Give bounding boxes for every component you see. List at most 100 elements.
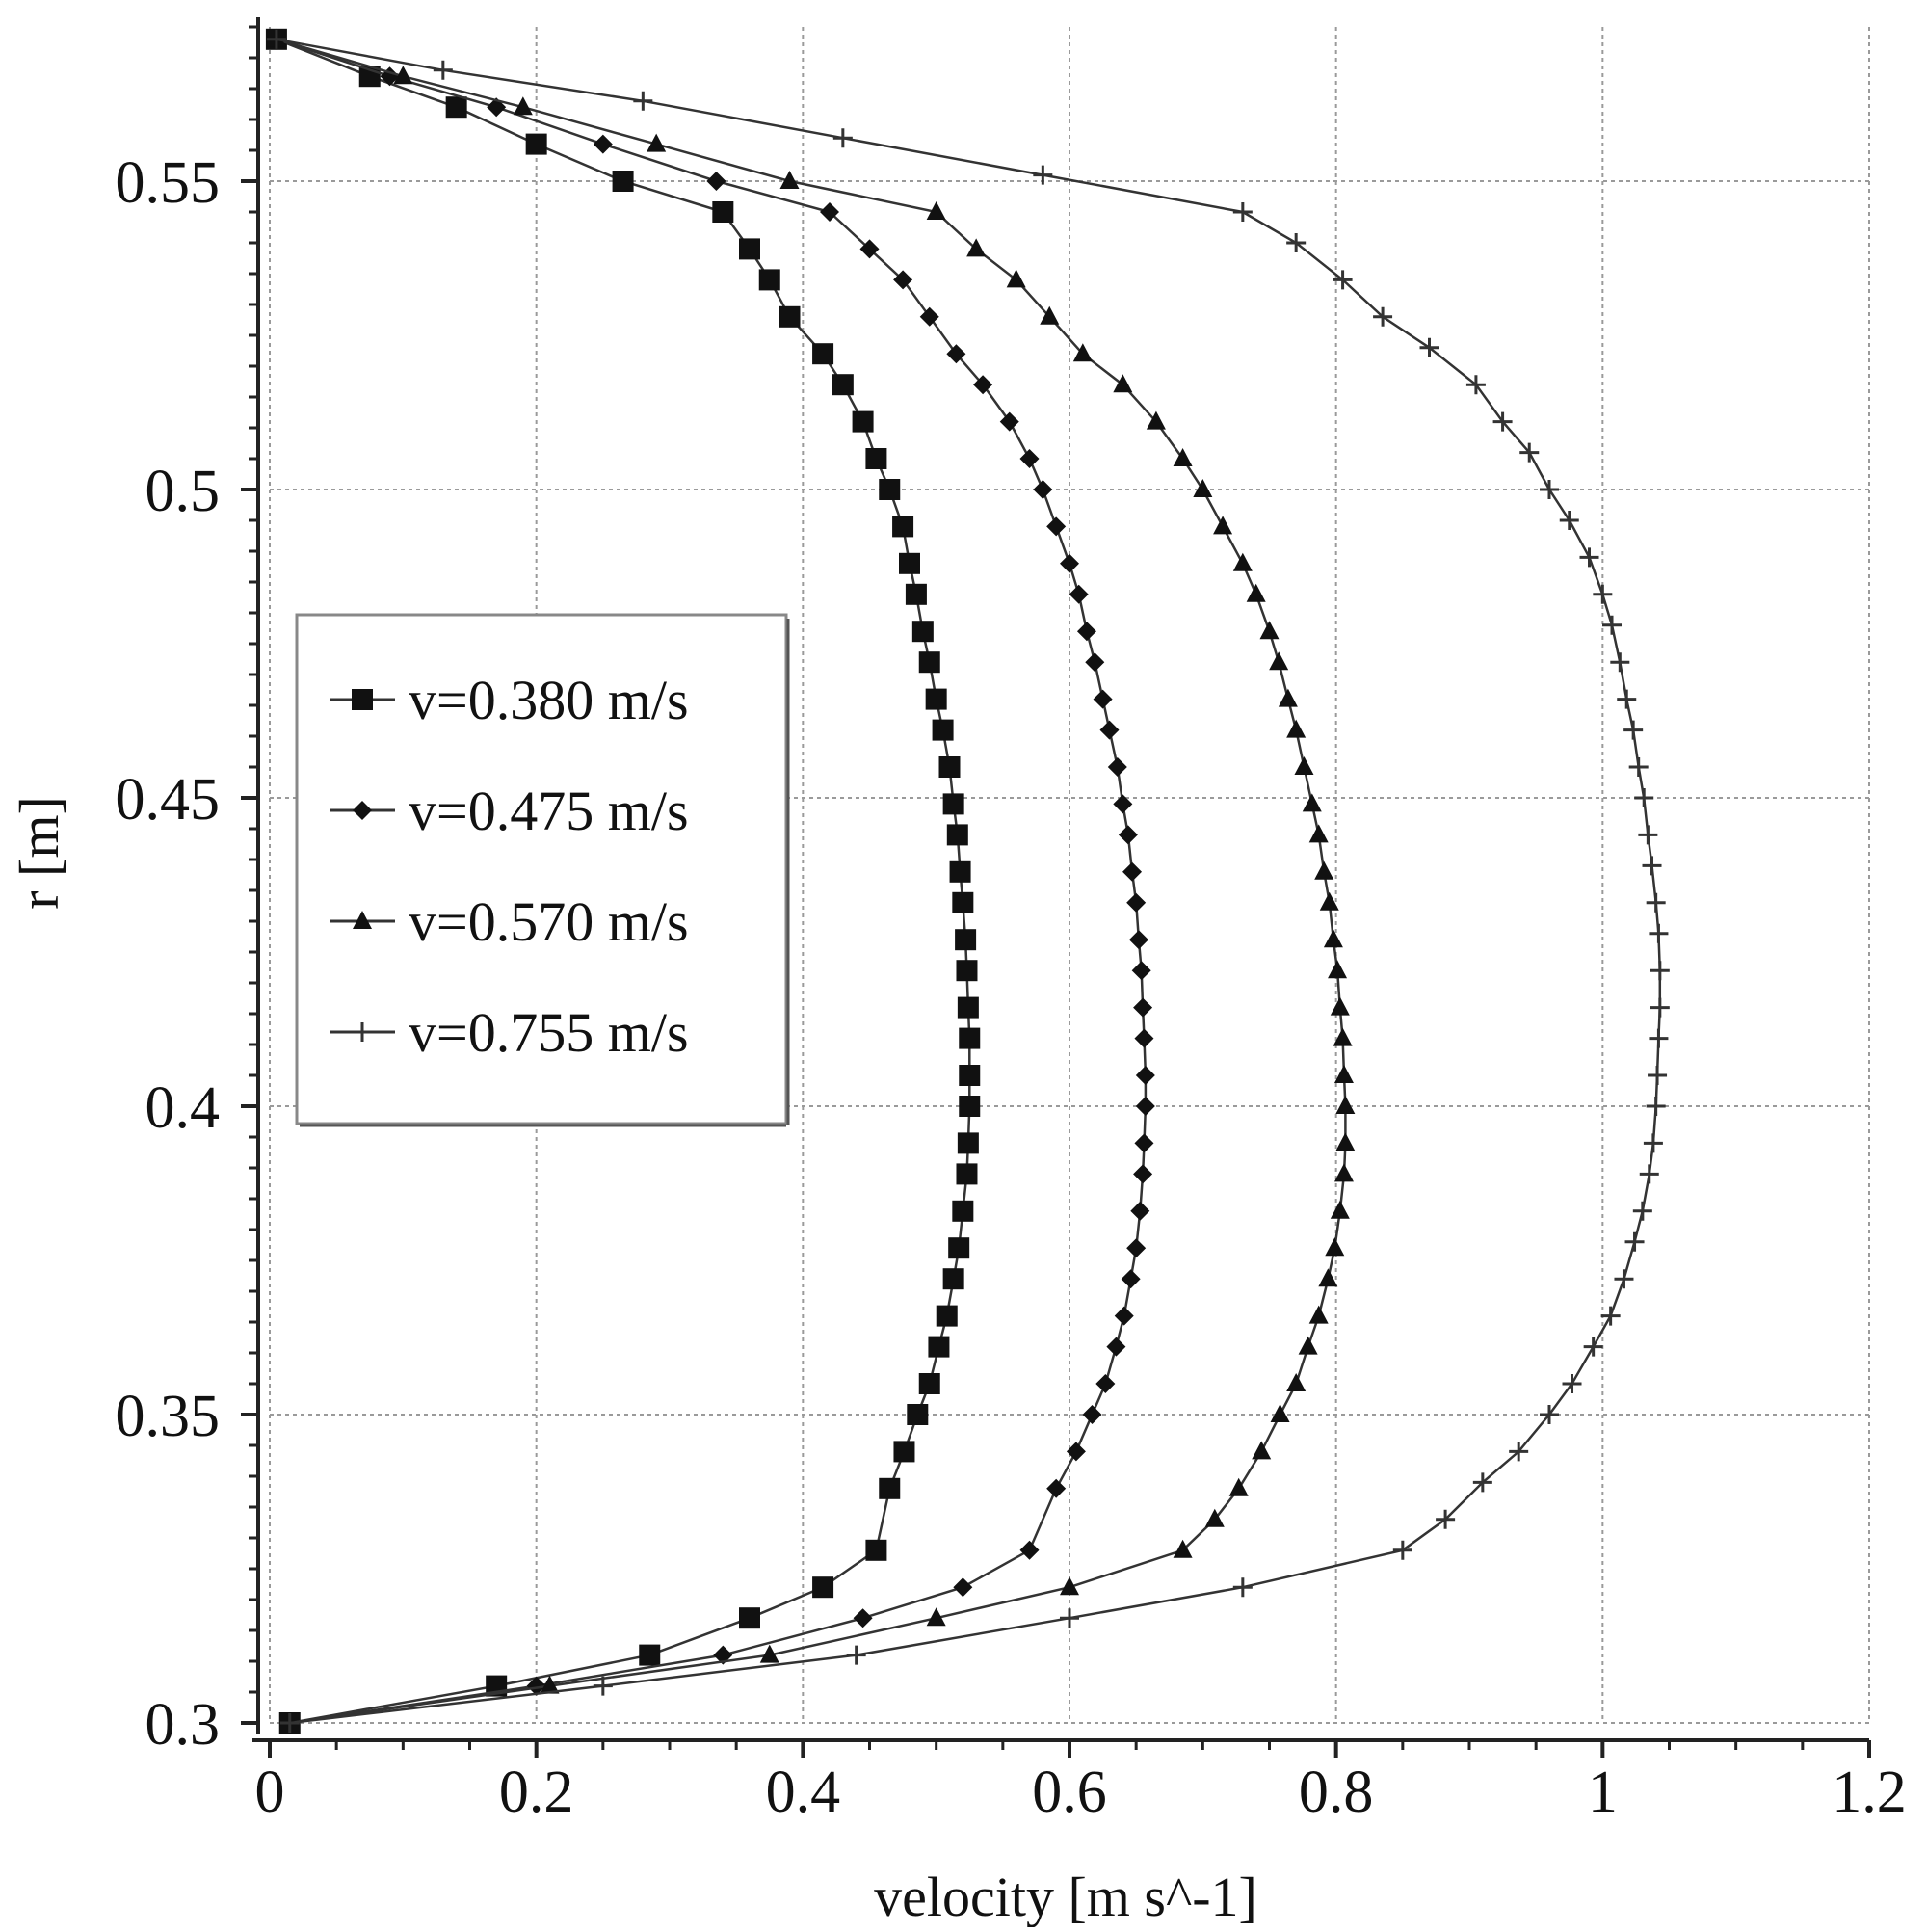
data-point-triangle — [1314, 860, 1334, 880]
data-point-square — [612, 171, 634, 192]
data-point-triangle — [1335, 1096, 1356, 1114]
data-point-diamond — [953, 1577, 973, 1598]
data-point-square — [942, 793, 964, 815]
data-point-diamond — [1131, 961, 1151, 981]
data-point-diamond — [1133, 997, 1153, 1018]
data-point-diamond — [1130, 1201, 1150, 1221]
legend-label: v=0.475 m/s — [409, 780, 689, 842]
data-point-diamond — [999, 411, 1019, 432]
data-point-square — [739, 238, 760, 260]
data-point-triangle — [1193, 479, 1213, 497]
data-point-triangle — [1328, 960, 1348, 979]
legend-label: v=0.570 m/s — [409, 890, 689, 953]
series-4 — [266, 29, 1670, 1733]
data-point-square — [352, 689, 373, 710]
data-point-diamond — [1046, 516, 1067, 537]
data-point-diamond — [706, 172, 726, 191]
data-point-triangle — [1228, 1477, 1249, 1496]
data-point-plus — [1373, 306, 1393, 327]
data-point-triangle — [1146, 410, 1166, 430]
data-point-triangle — [1278, 688, 1298, 707]
data-point-diamond — [1135, 1097, 1155, 1116]
data-point-diamond — [1019, 449, 1040, 468]
data-point-plus — [832, 128, 853, 148]
data-point-plus — [1419, 337, 1439, 357]
data-point-plus — [846, 1645, 866, 1665]
data-point-square — [948, 1237, 970, 1259]
data-point-plus — [1602, 615, 1623, 635]
x-tick-label: 1.2 — [1832, 1760, 1907, 1825]
data-point-triangle — [1335, 1132, 1356, 1151]
data-point-diamond — [1126, 1238, 1147, 1258]
series — [265, 28, 1670, 1734]
data-point-diamond — [1118, 825, 1138, 845]
data-point-triangle — [1330, 996, 1350, 1016]
data-point-plus — [1617, 689, 1637, 709]
data-point-plus — [1465, 375, 1486, 395]
x-tick-label: 0.2 — [499, 1760, 574, 1825]
legend-item-3: v=0.570 m/s — [330, 890, 689, 953]
data-point-triangle — [926, 201, 946, 220]
data-point-triangle — [1294, 756, 1314, 775]
data-point-diamond — [1093, 689, 1113, 709]
data-point-plus — [1232, 1577, 1253, 1598]
data-point-triangle — [513, 96, 533, 116]
data-point-plus — [1392, 1540, 1412, 1560]
data-point-plus — [1540, 480, 1559, 499]
data-point-diamond — [1135, 1066, 1155, 1085]
data-point-square — [956, 960, 978, 982]
data-point-diamond — [1095, 1374, 1116, 1393]
data-point-diamond — [1019, 1540, 1040, 1560]
data-point-triangle — [1246, 583, 1266, 602]
data-point-square — [893, 1441, 915, 1463]
data-point-square — [812, 1576, 834, 1599]
data-point-diamond — [353, 801, 372, 820]
data-point-plus — [1610, 652, 1630, 673]
data-point-triangle — [1040, 305, 1060, 325]
data-point-plus — [1472, 1472, 1492, 1493]
axes: 0.3 0.35 0.4 0.45 0.5 0.55 0 0.2 0.4 0.6 0.8 1 1.2 — [116, 17, 1907, 1825]
data-point-square — [852, 410, 874, 433]
data-point-diamond — [1113, 794, 1133, 814]
data-point-square — [832, 374, 854, 396]
data-point-square — [812, 343, 834, 365]
data-point-square — [928, 1336, 950, 1358]
series-2 — [266, 29, 1155, 1733]
data-point-triangle — [353, 911, 372, 929]
data-point-triangle — [1204, 1508, 1225, 1527]
data-point-triangle — [1308, 1305, 1329, 1324]
data-point-plus — [1579, 547, 1599, 568]
data-point-plus — [1646, 892, 1666, 913]
data-point-triangle — [540, 1675, 560, 1694]
data-point-plus — [1436, 1509, 1456, 1529]
data-point-diamond — [853, 1608, 873, 1628]
data-point-diamond — [1106, 1337, 1126, 1357]
data-point-plus — [1624, 1231, 1645, 1252]
data-point-triangle — [393, 66, 413, 85]
data-point-square — [959, 1065, 981, 1086]
x-tick-label: 0.6 — [1032, 1760, 1107, 1825]
data-point-diamond — [973, 375, 993, 395]
legend-item-4: v=0.755 m/s — [330, 1001, 689, 1064]
data-point-square — [865, 448, 887, 469]
data-point-square — [918, 651, 940, 674]
legend-item-1: v=0.380 m/s — [330, 669, 689, 731]
data-point-square — [918, 1373, 940, 1394]
data-point-square — [949, 860, 971, 883]
legend-label: v=0.380 m/s — [409, 669, 689, 731]
y-tick-label: 0.5 — [145, 459, 221, 524]
data-point-diamond — [859, 239, 880, 259]
series-1 — [265, 28, 981, 1734]
data-point-square — [739, 1607, 760, 1629]
data-point-plus — [1648, 1066, 1668, 1085]
data-point-plus — [1634, 788, 1654, 807]
data-point-plus — [266, 29, 286, 49]
data-point-triangle — [1072, 343, 1093, 362]
data-point-square — [957, 996, 979, 1019]
y-tick-label: 0.4 — [145, 1075, 221, 1141]
data-point-plus — [1628, 757, 1649, 777]
data-point-plus — [633, 91, 653, 111]
data-point-triangle — [1006, 269, 1026, 288]
data-point-triangle — [1325, 1237, 1345, 1257]
